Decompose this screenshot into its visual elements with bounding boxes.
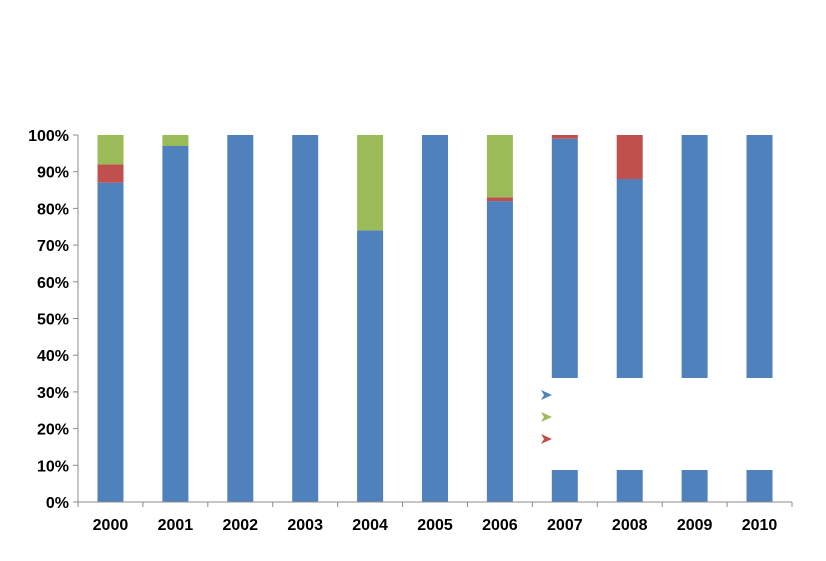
bar-segment-2006-series-2 bbox=[486, 197, 513, 202]
x-tick-label: 2002 bbox=[222, 517, 258, 534]
bar-segment-2000-series-3 bbox=[97, 135, 124, 165]
y-tick-label: 10% bbox=[37, 458, 69, 475]
x-axis-ticks: 2000 2001 2002 2003 2004 2005 2006 2007 2008 2009… bbox=[77, 502, 793, 534]
bar-segment-2006-series-3 bbox=[486, 135, 513, 198]
y-tick-label: 20% bbox=[37, 422, 69, 439]
bar-segment-2000-series-1 bbox=[97, 182, 124, 502]
bar-segment-2002-series-1 bbox=[227, 135, 254, 502]
bar-segment-2003-series-1 bbox=[292, 135, 319, 502]
bar-segment-2007-series-2 bbox=[551, 135, 578, 139]
x-tick-label: 2004 bbox=[352, 517, 388, 534]
legend bbox=[530, 378, 798, 470]
bar-segment-2004-series-1 bbox=[357, 230, 384, 502]
x-tick-label: 2003 bbox=[287, 517, 323, 534]
x-tick-label: 2000 bbox=[93, 517, 129, 534]
x-tick-label: 2001 bbox=[158, 517, 194, 534]
x-tick-label: 2005 bbox=[417, 517, 453, 534]
y-tick-label: 60% bbox=[37, 275, 69, 292]
y-tick-label: 80% bbox=[37, 201, 69, 218]
bar-segment-2001-series-1 bbox=[162, 146, 189, 502]
y-tick-label: 0% bbox=[46, 495, 69, 512]
plot-area bbox=[97, 135, 773, 502]
y-tick-label: 30% bbox=[37, 385, 69, 402]
x-tick-label: 2007 bbox=[547, 517, 583, 534]
bar-segment-2001-series-3 bbox=[162, 135, 189, 146]
y-tick-label: 40% bbox=[37, 348, 69, 365]
y-tick-label: 50% bbox=[37, 312, 69, 329]
bar-segment-2008-series-2 bbox=[616, 135, 643, 179]
bar-segment-2004-series-3 bbox=[357, 135, 384, 231]
arrow-marker-icon bbox=[541, 434, 552, 444]
bar-segment-2005-series-1 bbox=[422, 135, 448, 502]
bar-segment-2006-series-1 bbox=[486, 201, 513, 502]
arrow-marker-icon bbox=[541, 390, 552, 400]
bar-segment-2000-series-2 bbox=[97, 164, 124, 183]
y-tick-label: 100% bbox=[28, 128, 69, 145]
y-tick-label: 90% bbox=[37, 165, 69, 182]
legend-box bbox=[530, 378, 798, 470]
y-axis-ticks: 0% 10% 20% 30% 40% 50% 60% 70% 80% 90% 100% bbox=[28, 128, 78, 512]
arrow-marker-icon bbox=[541, 412, 552, 422]
x-tick-label: 2008 bbox=[612, 517, 648, 534]
y-tick-label: 70% bbox=[37, 238, 69, 255]
x-tick-label: 2006 bbox=[482, 517, 518, 534]
x-tick-label: 2009 bbox=[677, 517, 713, 534]
x-tick-label: 2010 bbox=[742, 517, 778, 534]
